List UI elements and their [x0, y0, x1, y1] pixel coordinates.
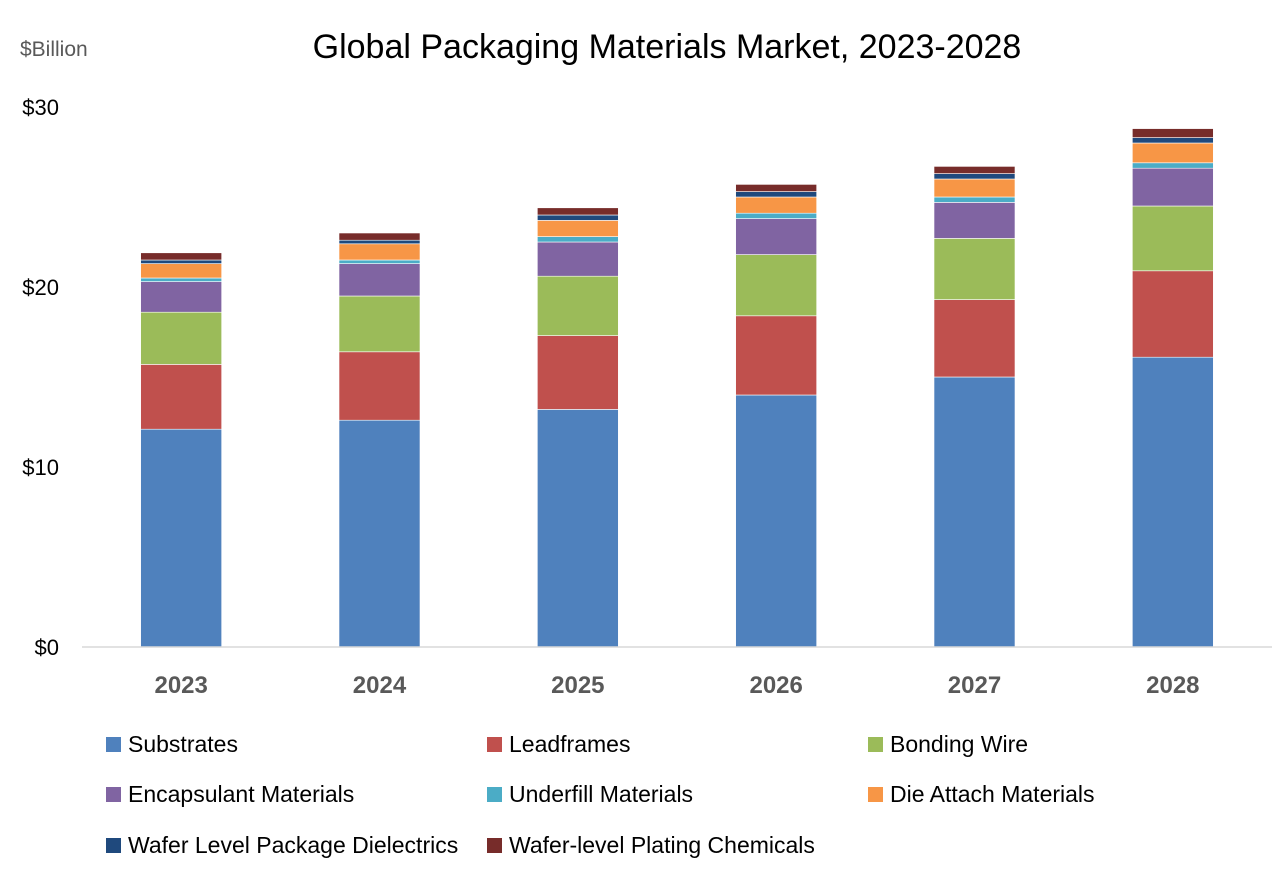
legend-item-die-attach-materials: Die Attach Materials [868, 781, 1095, 807]
bar-segment-underfill-materials-2023 [140, 277, 222, 282]
bar-segment-wafer-level-plating-chemicals-2028 [1132, 128, 1214, 138]
legend: Substrates Leadframes Bonding Wire Encapsul… [106, 731, 1095, 858]
bar-segment-wafer-level-package-dielectrics-2024 [338, 239, 421, 245]
legend-swatch [868, 787, 883, 802]
bar-segment-die-attach-materials-2027 [933, 178, 1016, 198]
bar-segment-bonding-wire-2025 [537, 275, 619, 336]
bar-stack-2026 [735, 184, 817, 648]
bar-segment-wafer-level-plating-chemicals-2023 [140, 252, 222, 261]
y-axis-ticks: $0 $10 $20 $30 [22, 95, 59, 660]
bar-segment-die-attach-materials-2023 [140, 263, 222, 279]
bar-segment-encapsulant-materials-2024 [338, 263, 421, 297]
bar-segment-wafer-level-package-dielectrics-2026 [735, 191, 817, 198]
bar-segment-leadframes-2025 [537, 335, 619, 410]
bar-segment-bonding-wire-2026 [735, 254, 817, 317]
legend-swatch [106, 787, 121, 802]
bar-segment-encapsulant-materials-2028 [1132, 167, 1214, 207]
legend-label: Wafer Level Package Dielectrics [128, 832, 458, 858]
x-tick-label: 2023 [154, 672, 207, 699]
legend-swatch [487, 737, 502, 752]
bar-segment-underfill-materials-2026 [735, 212, 817, 219]
bar-segment-wafer-level-package-dielectrics-2028 [1132, 137, 1214, 144]
bar-segment-substrates-2027 [933, 376, 1016, 648]
bar-segment-wafer-level-plating-chemicals-2025 [537, 207, 619, 216]
bar-segment-leadframes-2028 [1132, 270, 1214, 358]
bar-segment-leadframes-2023 [140, 364, 222, 430]
legend-item-encapsulant-materials: Encapsulant Materials [106, 781, 354, 807]
x-tick-label: 2027 [948, 672, 1001, 699]
bar-segment-substrates-2028 [1132, 356, 1214, 648]
y-tick-label: $10 [22, 455, 59, 480]
legend-item-bonding-wire: Bonding Wire [868, 731, 1028, 757]
bar-segment-underfill-materials-2028 [1132, 162, 1214, 169]
bar-segment-substrates-2025 [537, 409, 619, 648]
bar-stack-2024 [338, 232, 421, 648]
x-tick-label: 2026 [749, 672, 802, 699]
bar-stack-2028 [1132, 128, 1214, 648]
bar-segment-die-attach-materials-2024 [338, 243, 421, 261]
x-tick-label: 2028 [1146, 672, 1199, 699]
bar-segment-encapsulant-materials-2027 [933, 202, 1016, 239]
bar-segment-bonding-wire-2027 [933, 238, 1016, 300]
legend-swatch [868, 737, 883, 752]
legend-item-leadframes: Leadframes [487, 731, 630, 757]
chart-title: Global Packaging Materials Market, 2023-… [313, 28, 1022, 66]
bar-segment-leadframes-2026 [735, 315, 817, 396]
bar-stack-2025 [537, 207, 619, 648]
bar-segment-wafer-level-package-dielectrics-2025 [537, 214, 619, 221]
bar-segment-underfill-materials-2024 [338, 259, 421, 264]
y-axis-unit-label: $Billion [20, 38, 88, 61]
legend-label: Die Attach Materials [890, 781, 1095, 807]
bar-segment-leadframes-2027 [933, 299, 1016, 378]
bar-segment-underfill-materials-2027 [933, 196, 1016, 203]
x-tick-label: 2025 [551, 672, 604, 699]
bar-segment-wafer-level-package-dielectrics-2027 [933, 173, 1016, 180]
bar-segment-bonding-wire-2028 [1132, 205, 1214, 272]
legend-label: Encapsulant Materials [128, 781, 354, 807]
bar-segment-wafer-level-plating-chemicals-2024 [338, 232, 421, 241]
legend-item-underfill-materials: Underfill Materials [487, 781, 693, 807]
bar-segment-bonding-wire-2023 [140, 311, 222, 365]
bar-segment-wafer-level-plating-chemicals-2027 [933, 166, 1016, 174]
bar-segment-underfill-materials-2025 [537, 236, 619, 243]
legend-item-wafer-level-package-dielectrics: Wafer Level Package Dielectrics [106, 832, 458, 858]
legend-swatch [106, 838, 121, 853]
x-tick-label: 2024 [353, 672, 407, 699]
legend-swatch [487, 838, 502, 853]
x-axis-ticks: 2023 2024 2025 2026 2027 2028 [154, 672, 1199, 699]
legend-item-substrates: Substrates [106, 731, 238, 757]
legend-label: Substrates [128, 731, 238, 757]
legend-label: Underfill Materials [509, 781, 693, 807]
legend-item-wafer-level-plating-chemicals: Wafer-level Plating Chemicals [487, 832, 815, 858]
bar-segment-wafer-level-package-dielectrics-2023 [140, 259, 222, 264]
bar-segment-leadframes-2024 [338, 351, 421, 421]
legend-swatch [487, 787, 502, 802]
legend-swatch [106, 737, 121, 752]
bar-segment-bonding-wire-2024 [338, 295, 421, 353]
legend-label: Bonding Wire [890, 731, 1028, 757]
legend-label: Leadframes [509, 731, 630, 757]
bar-segment-substrates-2026 [735, 394, 817, 648]
bar-stacks [140, 128, 1214, 648]
bar-segment-substrates-2024 [338, 419, 421, 648]
y-tick-label: $30 [22, 95, 59, 120]
bar-segment-encapsulant-materials-2026 [735, 218, 817, 255]
legend-label: Wafer-level Plating Chemicals [509, 832, 815, 858]
y-tick-label: $20 [22, 275, 59, 300]
bar-segment-die-attach-materials-2026 [735, 196, 817, 214]
bar-segment-encapsulant-materials-2025 [537, 241, 619, 277]
bar-stack-2027 [933, 166, 1016, 648]
bar-segment-substrates-2023 [140, 428, 222, 648]
bar-segment-die-attach-materials-2025 [537, 220, 619, 237]
y-tick-label: $0 [35, 635, 59, 660]
bar-segment-wafer-level-plating-chemicals-2026 [735, 184, 817, 192]
bar-stack-2023 [140, 252, 222, 648]
bar-segment-encapsulant-materials-2023 [140, 281, 222, 313]
bar-segment-die-attach-materials-2028 [1132, 142, 1214, 164]
